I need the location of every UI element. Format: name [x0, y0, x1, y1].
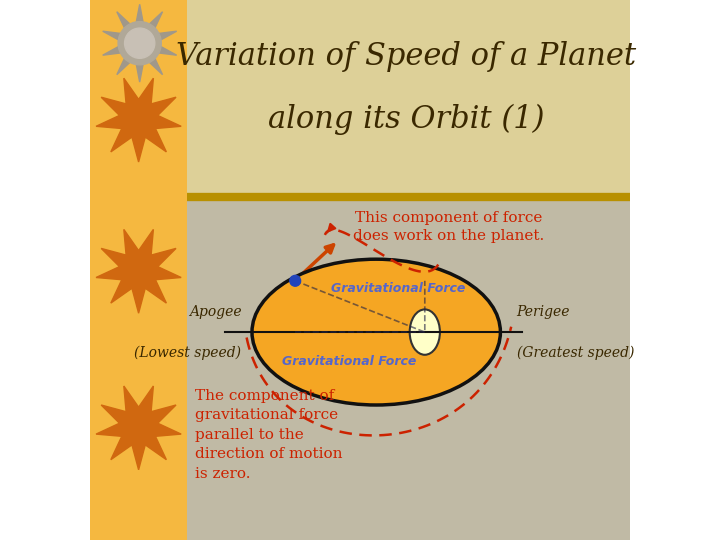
- Polygon shape: [96, 386, 181, 470]
- Ellipse shape: [410, 309, 440, 355]
- Text: This component of force
does work on the planet.: This component of force does work on the…: [354, 211, 545, 243]
- Ellipse shape: [252, 259, 500, 405]
- Text: Perigee: Perigee: [517, 305, 570, 319]
- Bar: [90, 0, 187, 540]
- Text: The component of
gravitational force
parallel to the
direction of motion
is zero: The component of gravitational force par…: [195, 389, 343, 481]
- Circle shape: [118, 22, 161, 65]
- Text: (Lowest speed): (Lowest speed): [134, 346, 241, 360]
- Text: along its Orbit (1): along its Orbit (1): [268, 104, 544, 136]
- Polygon shape: [96, 230, 181, 313]
- Text: Variation of Speed of a Planet: Variation of Speed of a Planet: [176, 41, 636, 72]
- Bar: [187, 197, 630, 540]
- Text: Gravitational Force: Gravitational Force: [282, 355, 416, 368]
- Circle shape: [289, 275, 301, 286]
- Circle shape: [125, 28, 155, 58]
- Bar: [187, 0, 630, 197]
- Polygon shape: [103, 4, 176, 82]
- Text: Gravitational Force: Gravitational Force: [330, 282, 465, 295]
- Text: (Greatest speed): (Greatest speed): [517, 346, 634, 360]
- Polygon shape: [96, 78, 181, 162]
- Text: Apogee: Apogee: [189, 305, 241, 319]
